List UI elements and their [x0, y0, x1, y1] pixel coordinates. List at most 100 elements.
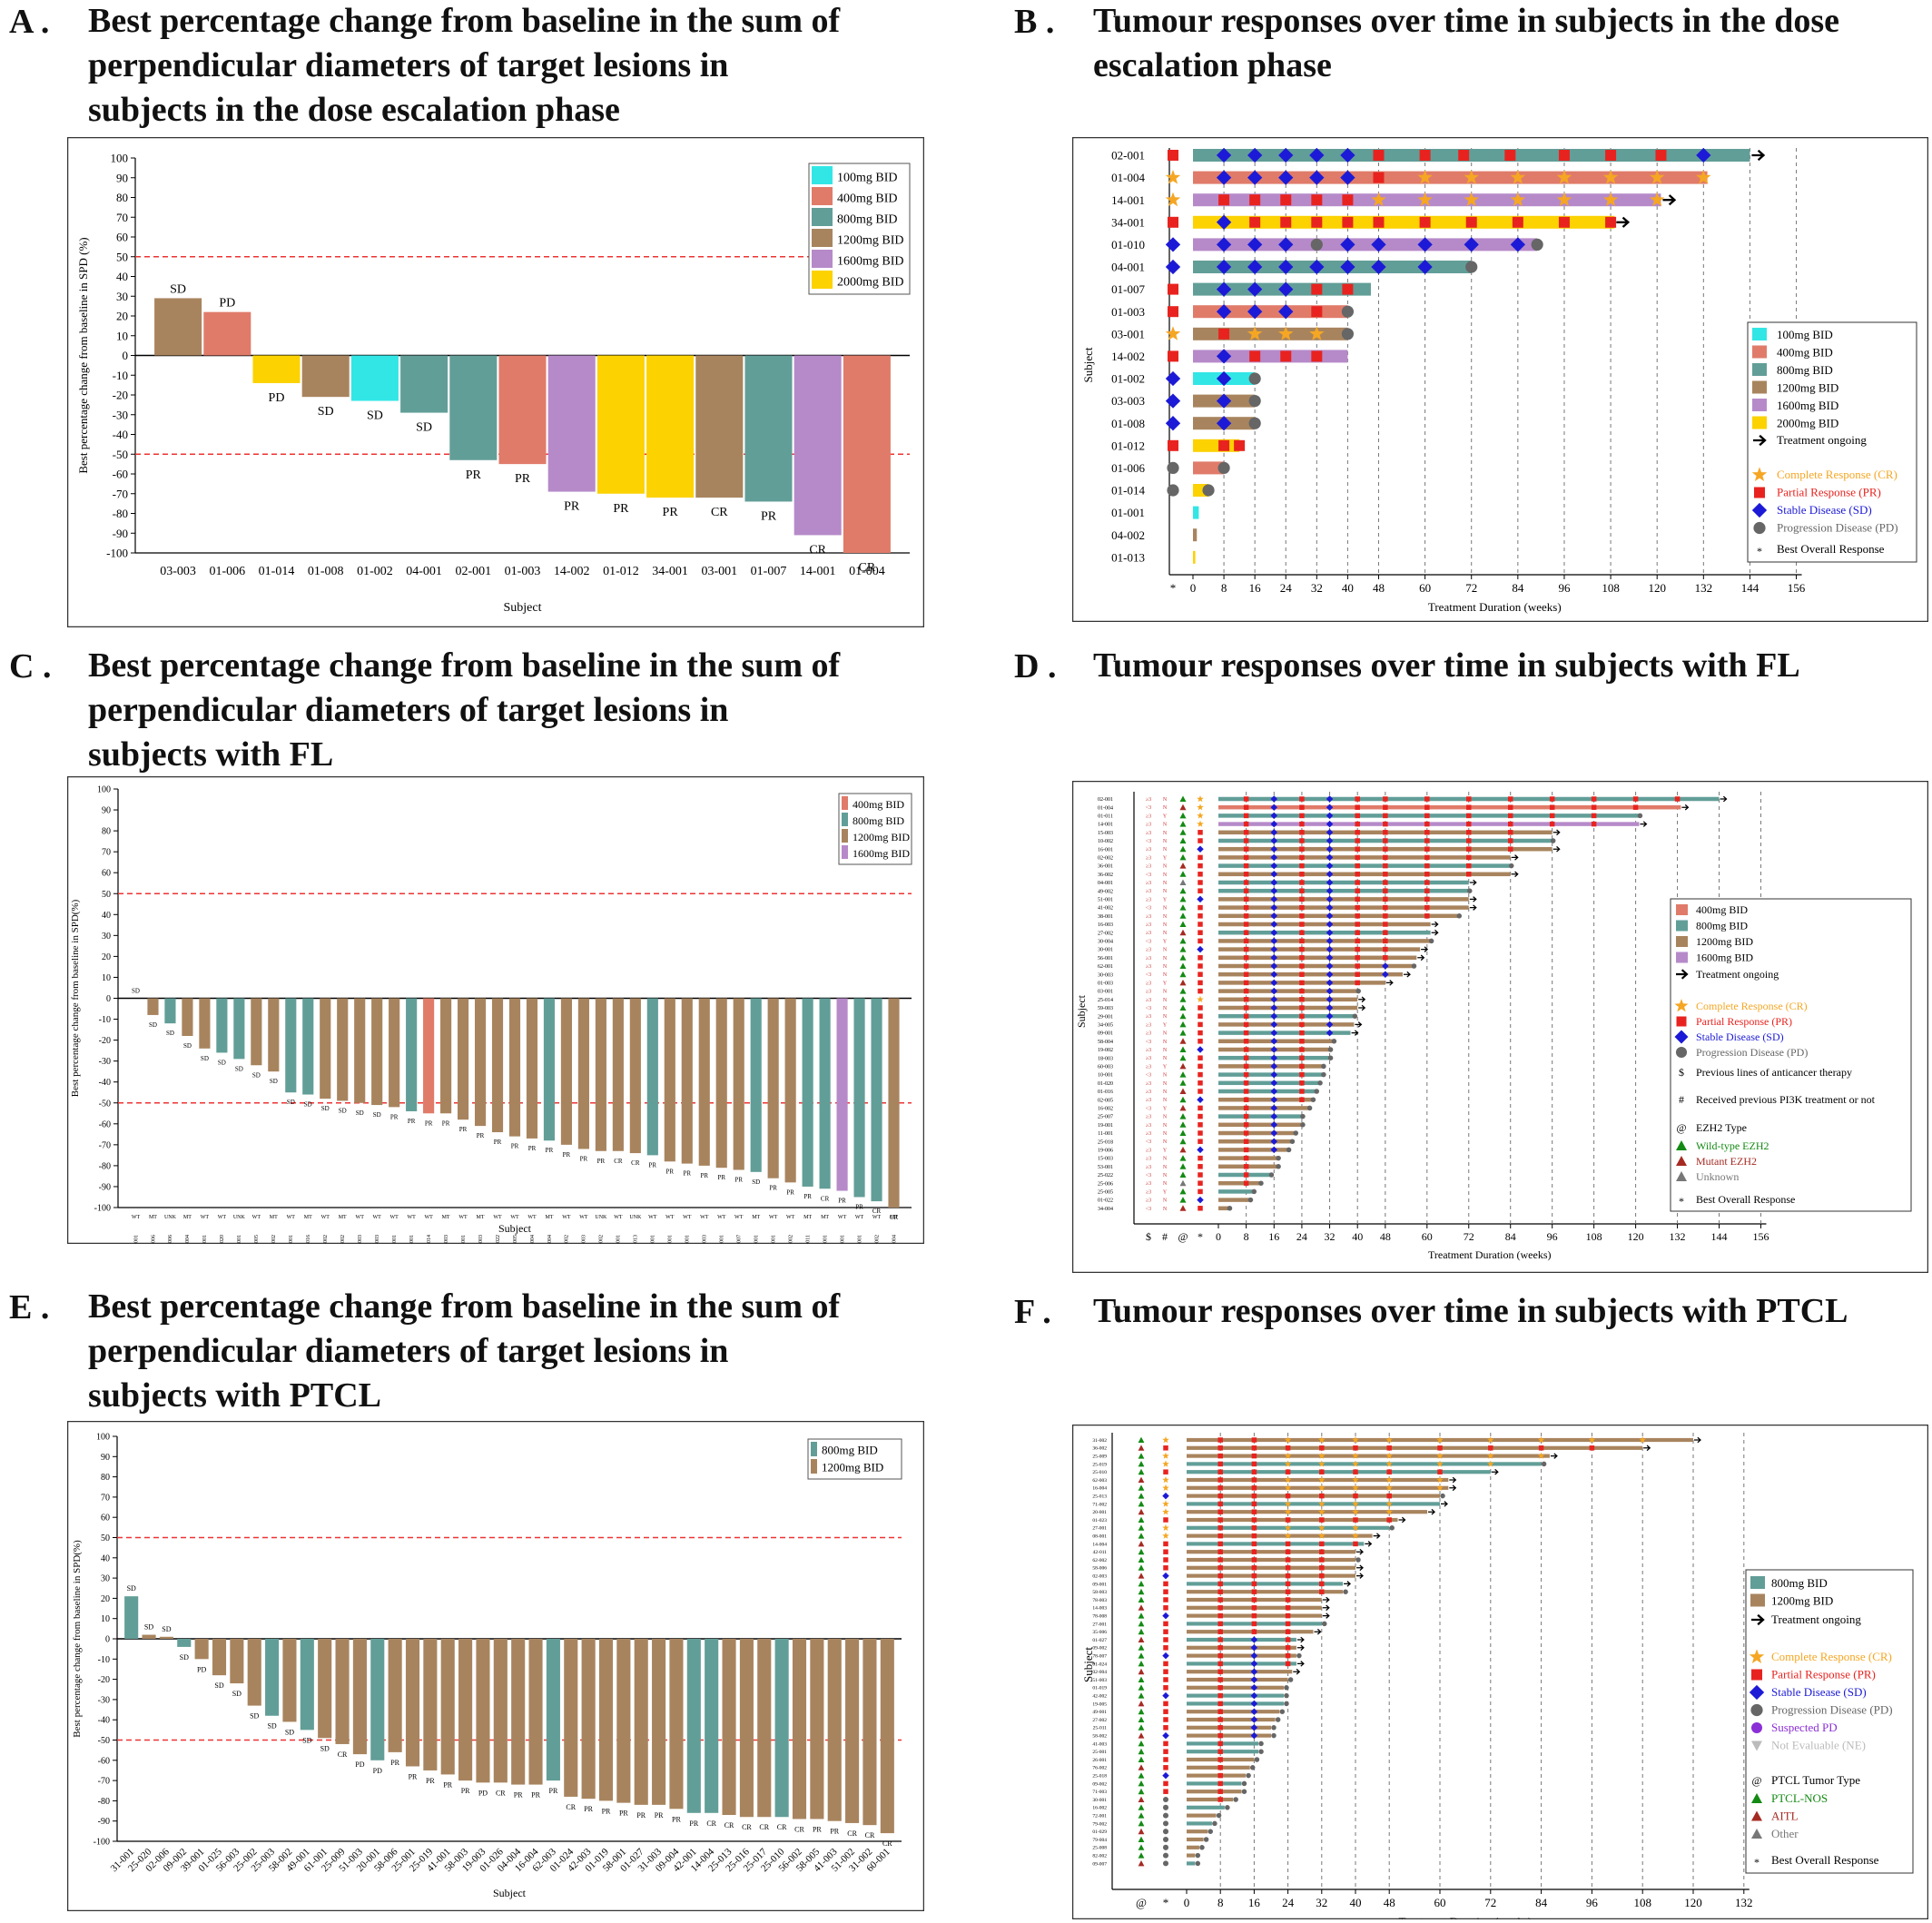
- subject-label: 72-001: [1092, 1814, 1107, 1819]
- y-tick-label: -50: [99, 1099, 111, 1109]
- best-response-marker: [1163, 1645, 1168, 1651]
- ongoing-arrow: [1491, 1468, 1499, 1475]
- legend-label: 1600mg BID: [837, 255, 904, 269]
- lines-cell: ≥3: [1146, 990, 1151, 995]
- lines-cell: ≥3: [1146, 1014, 1151, 1020]
- bar: [320, 998, 331, 1100]
- response-marker: [1319, 1445, 1325, 1451]
- legend-swatch: [1676, 952, 1688, 963]
- response-marker: [1243, 1089, 1249, 1094]
- response-marker: [1299, 854, 1305, 861]
- response-label: PD: [355, 1760, 364, 1769]
- response-label: CR: [882, 1839, 892, 1848]
- best-response-marker: [1197, 895, 1204, 903]
- response-marker: [1355, 838, 1360, 843]
- response-marker: [1436, 1484, 1444, 1491]
- lines-cell: ≥3: [1146, 998, 1151, 1003]
- y-axis-title: Subject: [1081, 1647, 1095, 1682]
- category-label: 25-014: [427, 1235, 432, 1244]
- subject-label: 01-003: [1111, 305, 1145, 319]
- response-label: PD: [478, 1789, 488, 1797]
- pi3k-cell: N: [1163, 1098, 1168, 1103]
- response-marker: [1383, 838, 1388, 843]
- bar: [405, 1639, 420, 1767]
- response-marker: [1250, 1652, 1258, 1660]
- response-marker: [1217, 1692, 1223, 1699]
- response-marker: [1355, 888, 1360, 893]
- response-marker: [1355, 946, 1360, 952]
- response-marker: [1319, 1565, 1325, 1571]
- legend-marker: [1751, 502, 1768, 518]
- legend-swatch: [812, 229, 833, 247]
- response-marker: [1299, 930, 1305, 935]
- x-tick-label: 72: [1465, 581, 1477, 595]
- duration-bar: [1218, 1130, 1296, 1136]
- x-axis-title: Treatment Duration (weeks): [1428, 1248, 1552, 1261]
- response-label: SD: [127, 1584, 136, 1593]
- response-label: PR: [549, 1787, 558, 1795]
- x-axis-title: Subject: [493, 1887, 527, 1899]
- subject-label: 25-018: [1092, 1774, 1107, 1780]
- category-label: 25-022: [496, 1235, 501, 1244]
- duration-bar: [1187, 1550, 1355, 1554]
- pi3k-cell: Y: [1163, 1064, 1168, 1070]
- response-marker: [1591, 821, 1597, 827]
- legend-label: 1200mg BID: [1696, 935, 1753, 948]
- ezh2-marker: [1179, 1088, 1187, 1094]
- response-marker: [1271, 1725, 1276, 1731]
- subject-label: 01-016: [1098, 1090, 1113, 1095]
- tumor-type-marker: [1138, 1844, 1145, 1850]
- legend-label: Progression Disease (PD): [1771, 1703, 1893, 1717]
- response-marker: [1549, 813, 1555, 819]
- response-label: PR: [855, 1203, 863, 1210]
- response-marker: [1270, 837, 1278, 844]
- response-marker: [1278, 147, 1294, 163]
- response-marker: [1243, 1071, 1249, 1078]
- response-marker: [1217, 1501, 1223, 1507]
- response-label: PR: [734, 1177, 743, 1184]
- response-marker: [1243, 872, 1249, 877]
- ongoing-arrow: [1356, 1573, 1364, 1579]
- ongoing-arrow: [1640, 821, 1648, 827]
- panel-b-title: Tumour responses over time in subjects i…: [1093, 2, 1839, 84]
- response-label: PR: [408, 1118, 416, 1125]
- response-marker: [1318, 1484, 1326, 1491]
- response-marker: [1383, 938, 1388, 944]
- best-response-marker: [1197, 1046, 1204, 1053]
- response-marker: [1466, 838, 1472, 843]
- pi3k-cell: N: [1163, 847, 1168, 853]
- response-marker: [1270, 845, 1278, 853]
- ezh2-marker: [1179, 1163, 1187, 1169]
- response-marker: [1674, 796, 1681, 802]
- pi3k-cell: N: [1163, 1090, 1168, 1095]
- ongoing-arrow: [1441, 1501, 1448, 1507]
- response-label: PD: [373, 1767, 382, 1775]
- subject-label: 49-002: [1098, 889, 1113, 894]
- legend-marker: [1754, 487, 1765, 498]
- legend-marker: [1674, 1030, 1689, 1044]
- response-marker: [1466, 863, 1472, 869]
- response-marker: [1326, 979, 1334, 987]
- subject-label: 27-001: [1092, 1622, 1107, 1627]
- tumor-type-marker: [1138, 1708, 1145, 1715]
- legend-marker: [1674, 999, 1689, 1012]
- best-response-marker: [1167, 484, 1179, 497]
- response-marker: [1371, 237, 1386, 252]
- response-marker: [1270, 1104, 1278, 1112]
- response-marker: [1280, 194, 1292, 206]
- response-marker: [1385, 1484, 1393, 1491]
- y-tick-label: 10: [102, 973, 111, 983]
- response-label: PR: [602, 1807, 611, 1815]
- response-marker: [1251, 1565, 1257, 1571]
- best-response-marker: [1162, 1852, 1169, 1859]
- bar: [400, 355, 448, 413]
- response-label: PR: [461, 1787, 470, 1795]
- x-axis-title: Subject: [498, 1222, 532, 1235]
- response-marker: [1243, 1172, 1249, 1178]
- ezh2-marker: [1179, 821, 1187, 827]
- response-marker: [1343, 1589, 1348, 1594]
- response-label: PR: [528, 1145, 537, 1152]
- column-header: @: [1178, 1230, 1188, 1243]
- subject-label: 15-003: [1098, 1157, 1113, 1162]
- response-marker: [1327, 1047, 1334, 1052]
